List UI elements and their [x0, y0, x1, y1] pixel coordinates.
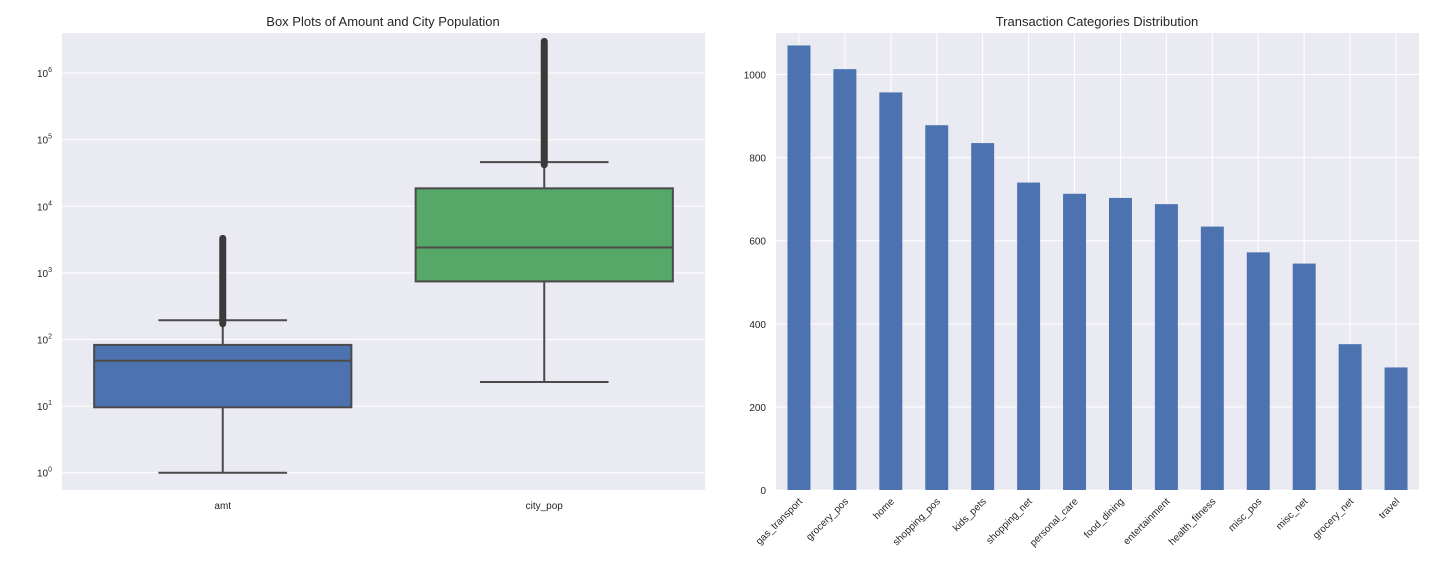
x-tick-label: home: [871, 496, 897, 522]
x-tick-label: shopping_pos: [891, 496, 943, 548]
bar-grocery_pos: [833, 69, 857, 491]
y-tick-label: 102: [37, 334, 52, 347]
y-tick-label: 101: [37, 400, 52, 413]
x-tick-label: grocery_pos: [804, 496, 851, 543]
box-plot-x-ticks: amt city_pop: [214, 501, 563, 512]
box-plot-boxes: [93, 37, 674, 474]
y-tick-label: 1000: [744, 71, 767, 82]
x-tick-label: travel: [1377, 496, 1402, 521]
box-plot-y-ticks: 100 101 102 103 104 105 106: [37, 67, 52, 480]
y-tick-label: 200: [749, 403, 766, 414]
y-tick-label: 103: [37, 267, 52, 280]
bar-entertainment: [1154, 204, 1178, 490]
x-tick-label: amt: [214, 501, 231, 512]
bar-personal_care: [1063, 193, 1087, 490]
x-tick-label: grocery_net: [1311, 496, 1356, 541]
bar-shopping_pos: [925, 125, 949, 491]
y-tick-label: 0: [760, 486, 766, 497]
bar-misc_net: [1292, 263, 1316, 490]
bar-gas_transport: [787, 45, 811, 491]
y-tick-label: 400: [749, 320, 766, 331]
x-tick-label: personal_care: [1028, 496, 1081, 549]
x-tick-label: entertainment: [1121, 496, 1172, 547]
bar-misc_pos: [1246, 252, 1270, 490]
bar-home: [879, 92, 903, 490]
x-tick-label: kids_pets: [951, 496, 989, 534]
x-tick-label: food_dining: [1082, 496, 1126, 540]
bar-chart-y-ticks: 0 200 400 600 800 1000: [744, 71, 767, 497]
y-tick-label: 104: [37, 200, 52, 213]
y-tick-label: 600: [749, 237, 766, 248]
x-tick-label: misc_net: [1274, 496, 1310, 532]
y-tick-label: 106: [37, 67, 52, 80]
y-tick-label: 800: [749, 154, 766, 165]
x-tick-label: city_pop: [526, 501, 564, 512]
bar-health_fitness: [1200, 226, 1224, 491]
y-tick-label: 100: [37, 467, 52, 480]
bar-chart-x-ticks: gas_transport grocery_pos homeshopping_pos…: [754, 496, 1402, 549]
y-tick-label: 105: [37, 134, 52, 147]
box-city_pop: [414, 37, 674, 384]
bar-kids_pets: [971, 143, 995, 490]
x-tick-label: gas_transport: [754, 496, 805, 547]
bar-grocery_net: [1338, 344, 1362, 490]
x-tick-label: health_fitness: [1167, 496, 1218, 547]
bar-food_dining: [1108, 197, 1132, 490]
box-plot-chart: 100 101 102 103 104 105 106 amt city_pop Box Pl…: [37, 14, 705, 512]
bar-chart-bars: [787, 45, 1408, 491]
bar-chart-title: Transaction Categories Distribution: [996, 14, 1199, 29]
bar-chart: 0 200 400 600 800 1000 gas_transport grocery_p…: [744, 14, 1419, 549]
box-iqr: [93, 343, 353, 409]
x-tick-label: shopping_net: [984, 496, 1034, 546]
bar-shopping_net: [1017, 182, 1041, 490]
box-amt: [93, 234, 353, 474]
x-tick-label: misc_pos: [1227, 496, 1265, 534]
bar-travel: [1384, 367, 1408, 490]
box-iqr: [414, 187, 674, 283]
box-plot-title: Box Plots of Amount and City Population: [266, 14, 499, 29]
bar-chart-area: [776, 33, 1419, 490]
